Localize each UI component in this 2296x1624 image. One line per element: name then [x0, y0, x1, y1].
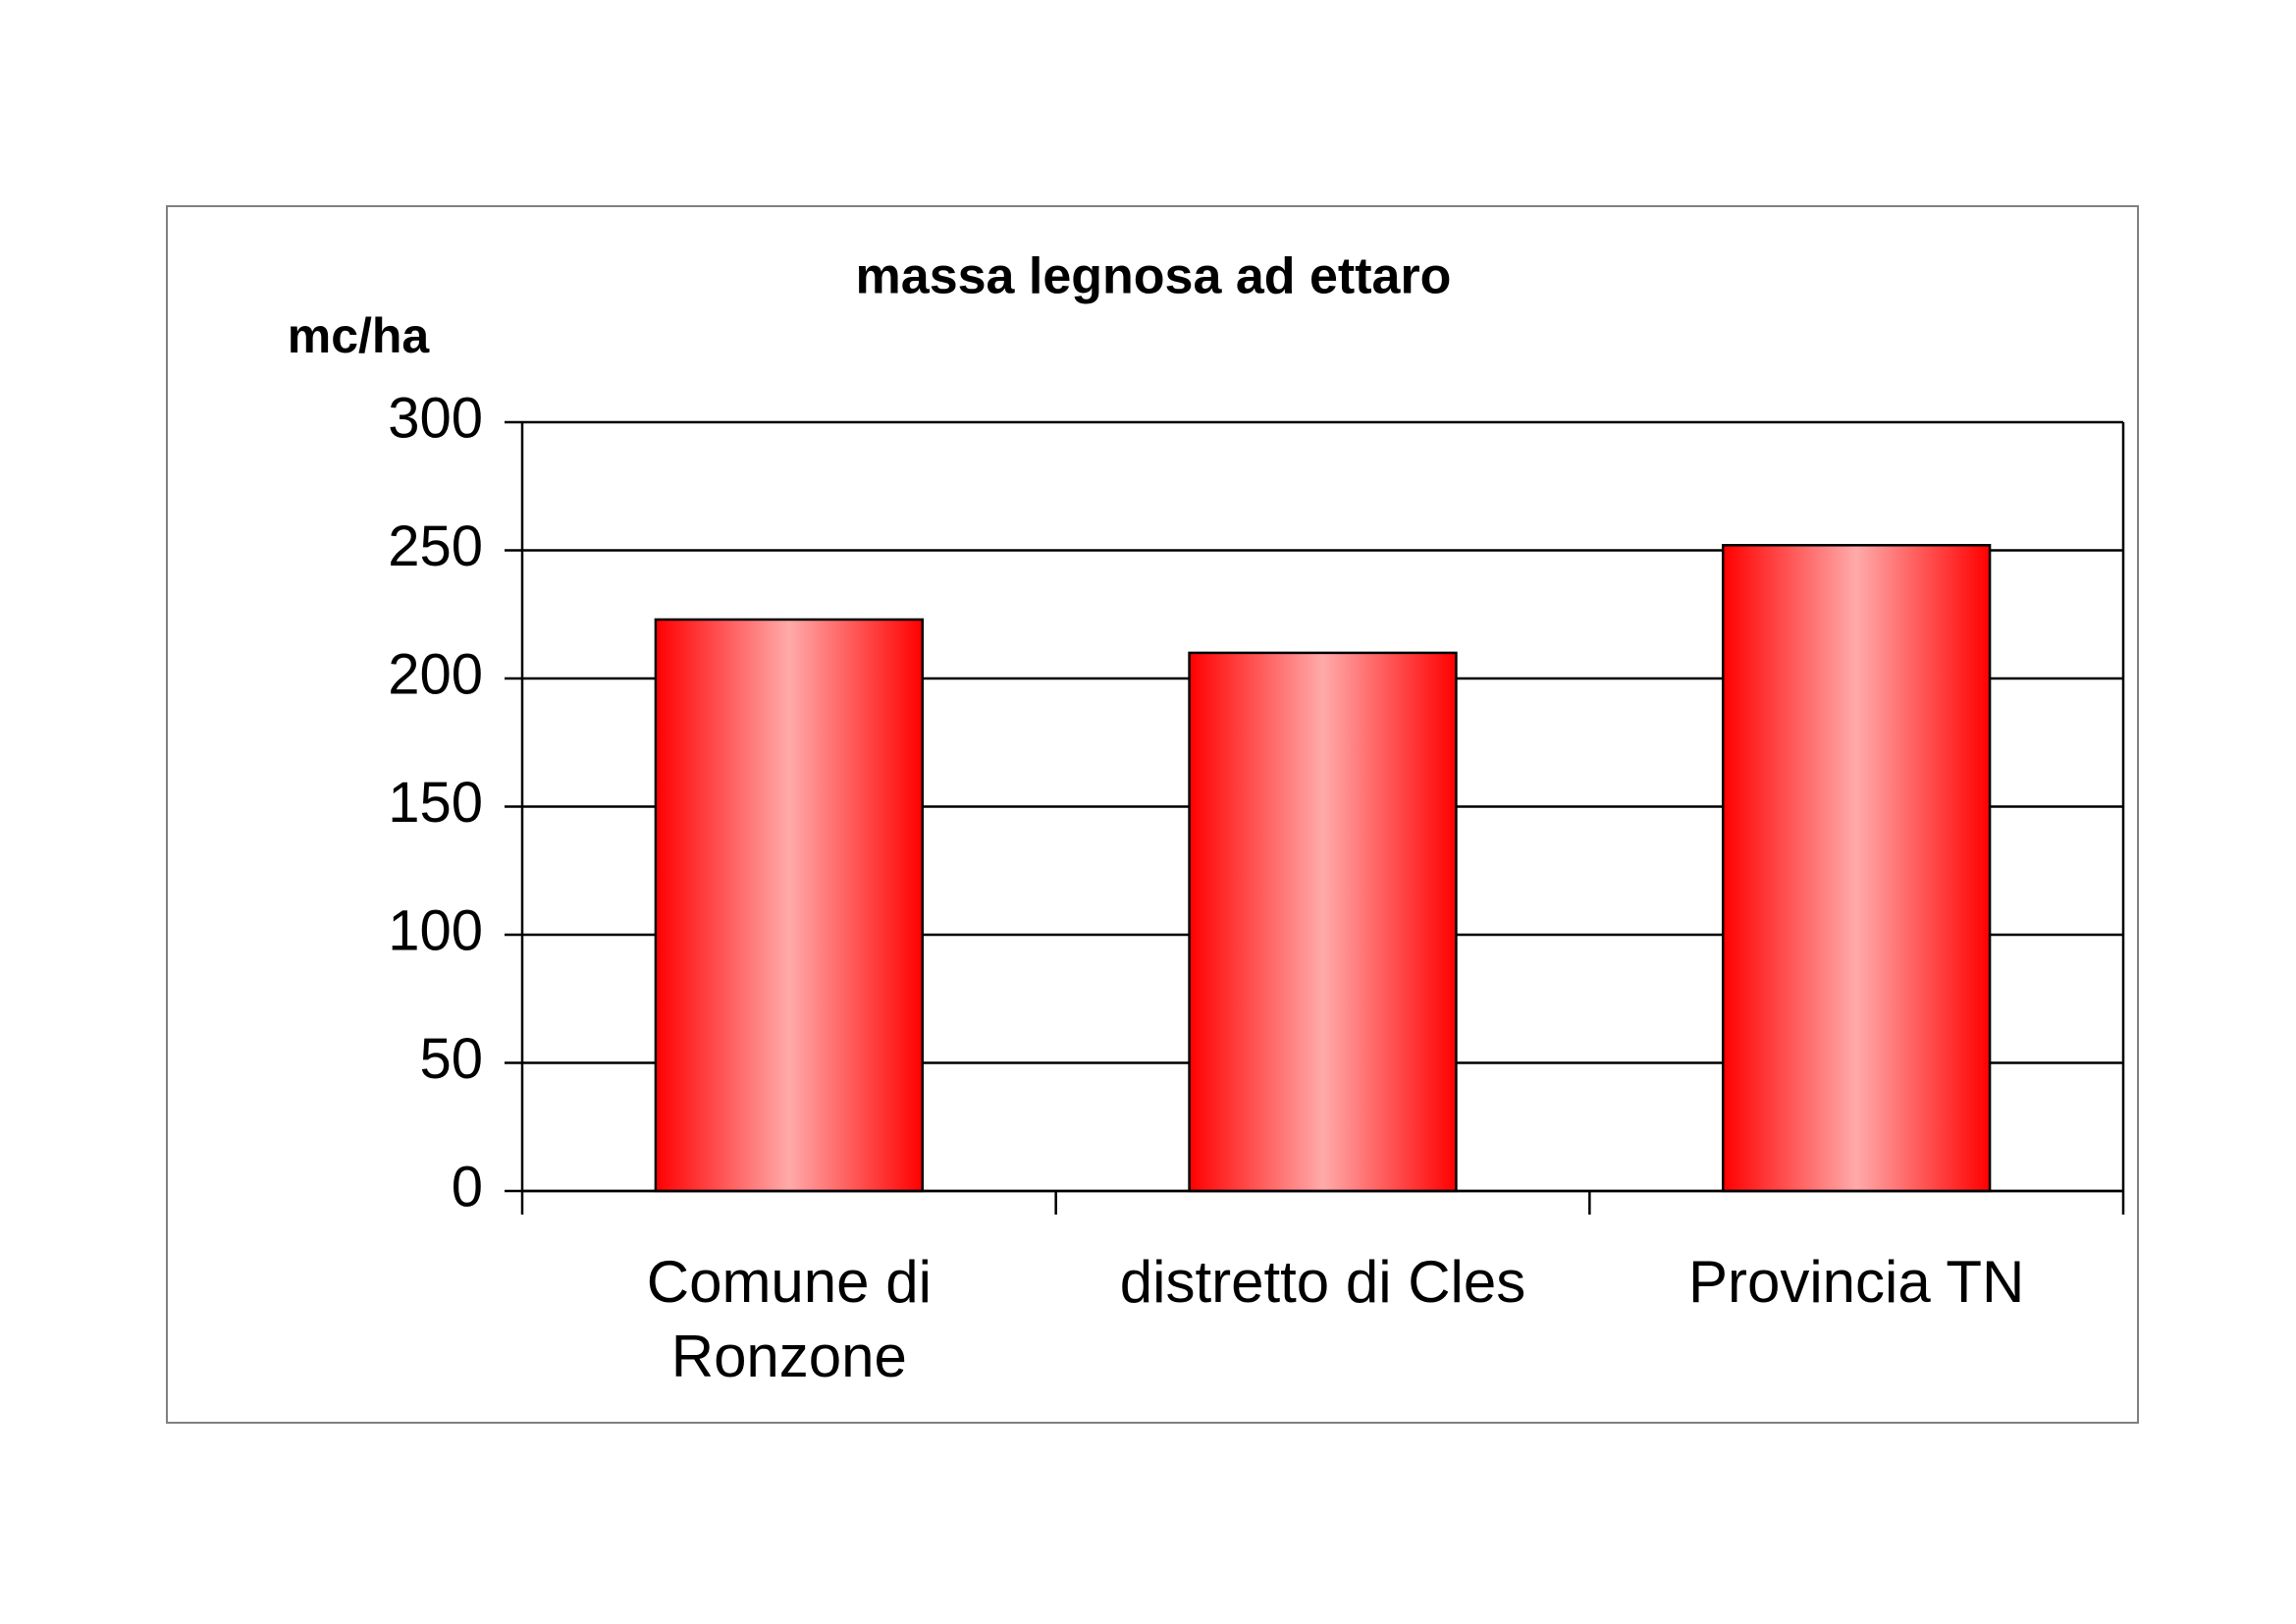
chart-title: massa legnosa ad ettaro — [856, 248, 1452, 305]
y-axis-label: mc/ha — [288, 308, 431, 363]
y-tick-label: 0 — [452, 1155, 483, 1218]
y-tick-label: 250 — [388, 514, 483, 578]
y-tick-label: 300 — [388, 386, 483, 450]
bar — [1188, 651, 1458, 1193]
y-tick-label: 200 — [388, 642, 483, 706]
x-tick-label: Provincia TN — [1687, 1249, 2025, 1315]
y-tick-label: 100 — [388, 898, 483, 962]
x-tick-label: distretto di Cles — [1119, 1249, 1526, 1315]
x-tick-label: Comune di Ronzone — [646, 1249, 932, 1389]
bar — [654, 618, 925, 1193]
y-tick-label: 50 — [419, 1027, 483, 1091]
y-tick-label: 150 — [388, 771, 483, 835]
bar — [1722, 544, 1992, 1193]
